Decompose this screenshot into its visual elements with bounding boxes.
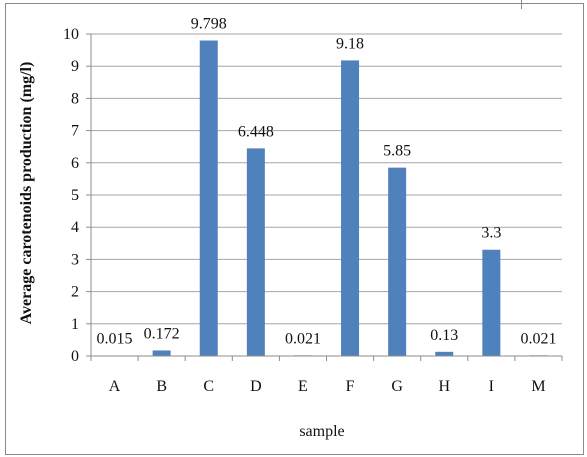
y-tick-label: 8 bbox=[71, 90, 79, 107]
data-label-h: 0.13 bbox=[430, 327, 458, 344]
bar-f bbox=[341, 60, 360, 357]
y-tick-label: 9 bbox=[71, 58, 79, 75]
data-label-b: 0.172 bbox=[144, 325, 180, 342]
axes bbox=[90, 34, 563, 361]
bar-h bbox=[435, 351, 454, 356]
data-label-c: 9.798 bbox=[191, 16, 227, 33]
bar-b bbox=[152, 350, 171, 356]
x-tick-label-c: C bbox=[203, 378, 214, 395]
data-label-m: 0.021 bbox=[520, 330, 556, 347]
bars bbox=[105, 40, 548, 357]
y-tick-label: 1 bbox=[71, 316, 79, 333]
corner-mark bbox=[521, 0, 522, 9]
y-tick-label: 4 bbox=[71, 219, 79, 236]
y-axis-title: Average carotenoids production (mg/l) bbox=[18, 62, 35, 325]
bar-d bbox=[246, 148, 265, 356]
data-labels: 0.015 0.172 9.798 6.448 0.021 9.18 5.85 0.13 3.3… bbox=[97, 16, 557, 348]
y-tick-labels: 0 1 2 3 4 5 6 7 8 9 10 bbox=[63, 26, 79, 365]
y-tick-label: 0 bbox=[71, 348, 79, 365]
data-label-f: 9.18 bbox=[336, 35, 364, 52]
y-tick-label: 7 bbox=[71, 123, 79, 140]
x-tick-label-m: M bbox=[531, 378, 545, 395]
x-tick-label-d: D bbox=[250, 378, 262, 395]
bar-g bbox=[388, 167, 407, 356]
bar-i bbox=[482, 249, 501, 356]
bar-c bbox=[199, 40, 218, 357]
x-tick-label-e: E bbox=[298, 378, 308, 395]
chart-frame bbox=[5, 3, 584, 455]
y-tick-label: 10 bbox=[63, 26, 79, 43]
y-tick-label: 6 bbox=[71, 155, 79, 172]
x-tick-label-f: F bbox=[346, 378, 355, 395]
x-tick-label-a: A bbox=[109, 378, 121, 395]
data-label-e: 0.021 bbox=[285, 330, 321, 347]
x-tick-label-h: H bbox=[438, 378, 450, 395]
x-tick-label-g: G bbox=[391, 378, 403, 395]
y-tick-label: 2 bbox=[71, 284, 79, 301]
data-label-g: 5.85 bbox=[383, 143, 411, 160]
y-tick-label: 3 bbox=[71, 251, 79, 268]
x-tick-label-b: B bbox=[156, 378, 167, 395]
data-label-a: 0.015 bbox=[97, 331, 133, 348]
x-tick-label-i: I bbox=[489, 378, 494, 395]
x-axis-title: sample bbox=[299, 423, 344, 440]
data-label-d: 6.448 bbox=[238, 123, 274, 140]
y-tick-label: 5 bbox=[71, 187, 79, 204]
data-label-i: 3.3 bbox=[481, 225, 501, 242]
